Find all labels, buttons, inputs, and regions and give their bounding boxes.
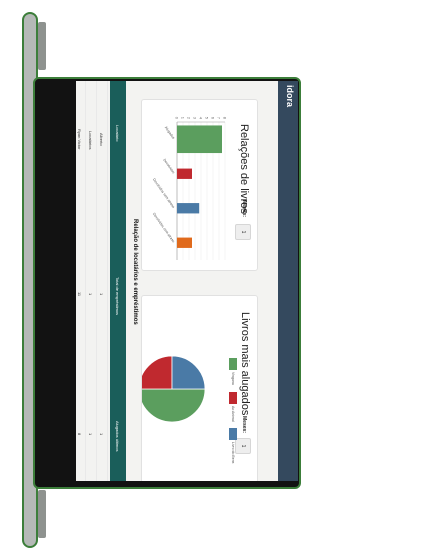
cell-last: 8 xyxy=(77,433,82,436)
laptop-hinge-bottom xyxy=(38,490,46,538)
legend-swatch xyxy=(229,392,237,404)
cell-last: 1 xyxy=(99,433,104,436)
pie-slice xyxy=(171,355,206,390)
x-tick-label: Alugados xyxy=(164,126,176,140)
table-title: Relação de locatários e empréstimos xyxy=(132,219,138,325)
cell-total: 1 xyxy=(99,293,104,296)
y-tick-label: 6 xyxy=(211,117,216,120)
legend-label: Vingana xyxy=(231,372,235,385)
y-tick-label: 0 xyxy=(175,117,180,120)
laptop-hinge-top xyxy=(38,22,46,70)
most-rented-card: Livros mais alugados Meses: 1 Vingana Ao … xyxy=(141,295,258,481)
table-row-divider xyxy=(107,81,108,481)
header-total-loans: Total de empréstimos xyxy=(115,277,120,316)
y-tick-label: 8 xyxy=(223,117,228,120)
y-tick-label: 5 xyxy=(205,117,210,120)
legend-swatch xyxy=(229,358,237,370)
rented-pie-chart xyxy=(142,355,206,423)
bar xyxy=(177,203,200,214)
month-label: Meses: xyxy=(241,200,247,217)
table-row: Alberto 1 1 xyxy=(97,81,107,481)
cell-total: 11 xyxy=(77,292,82,297)
top-navbar: idora xyxy=(278,81,298,481)
y-tick-label: 4 xyxy=(199,117,204,120)
header-last-rented: Alugados últimos xyxy=(115,421,120,452)
x-tick-label: Devolvidos sem atraso xyxy=(152,178,176,209)
books-bar-chart: 0 1 2 3 4 5 6 7 8 Alugados Devolvidos Devolvidos se… xyxy=(152,117,228,260)
y-tick-label: 1 xyxy=(181,117,186,120)
legend-label: Ao Animal xyxy=(231,406,235,422)
legend-label: Livro do Bens xyxy=(231,442,235,464)
cell-tenant: Locatários xyxy=(88,131,93,150)
month-select[interactable]: 1 xyxy=(235,224,251,240)
table-row: Locatários 1 1 xyxy=(86,81,96,481)
legend-swatch xyxy=(229,428,237,440)
cell-tenant: Alberto xyxy=(99,133,104,146)
pie-slice xyxy=(142,355,173,390)
y-tick-label: 7 xyxy=(217,117,222,120)
y-tick-label: 2 xyxy=(187,117,192,120)
x-tick-label: Devolvidos com atraso xyxy=(152,212,176,243)
table-row-divider xyxy=(96,81,97,481)
table-row: Ryan Victor 11 8 xyxy=(76,81,85,481)
cell-last: 1 xyxy=(88,433,93,436)
bar xyxy=(177,237,192,248)
cell-total: 1 xyxy=(88,293,93,296)
pie-slice xyxy=(142,388,206,423)
bar xyxy=(177,168,192,179)
x-tick-label: Devolvidos xyxy=(162,158,175,175)
y-tick-label: 3 xyxy=(193,117,198,120)
cell-tenant: Ryan Victor xyxy=(77,129,82,150)
pie-legend: Vingana Ao Animal Livro do Bens xyxy=(217,296,257,481)
books-relations-card: Relações de livros Meses: 1 0 1 2 3 4 5 6 7 8 Alu… xyxy=(141,99,258,271)
table-row-divider xyxy=(85,81,86,481)
bar xyxy=(177,125,222,154)
brand-logo[interactable]: idora xyxy=(285,85,295,108)
header-tenant: Locatário xyxy=(115,125,120,142)
table-header: Locatário Total de empréstimos Alugados … xyxy=(110,81,126,481)
